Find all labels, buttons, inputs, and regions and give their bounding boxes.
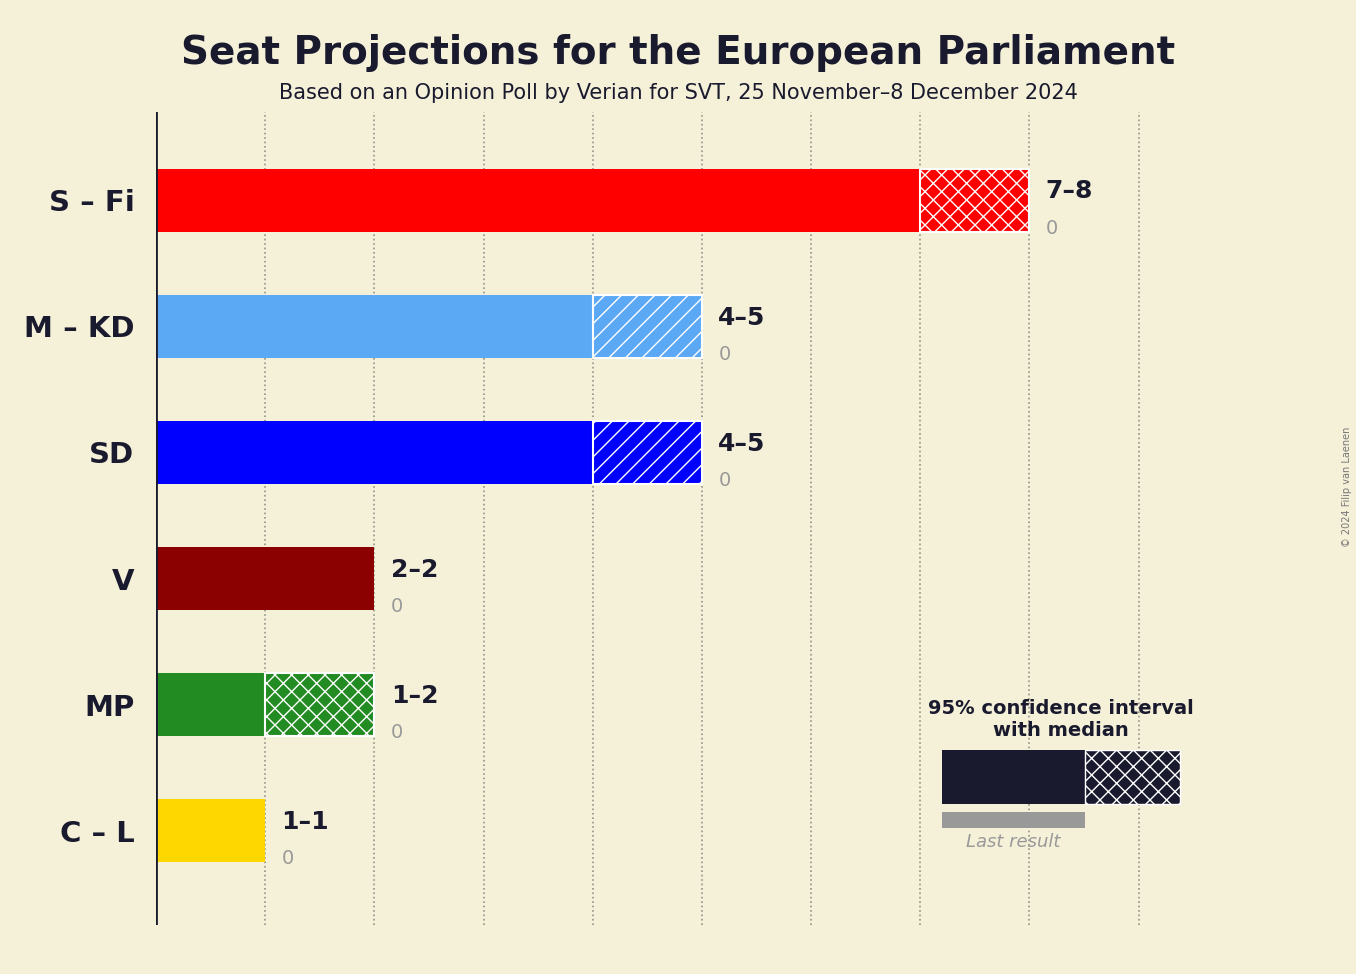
Text: Based on an Opinion Poll by Verian for SVT, 25 November–8 December 2024: Based on an Opinion Poll by Verian for S… (278, 83, 1078, 103)
Bar (593, 421, 702, 484)
Text: 95% confidence interval
with median: 95% confidence interval with median (929, 699, 1193, 740)
Text: 4–5: 4–5 (719, 306, 766, 329)
Text: 0: 0 (719, 345, 731, 363)
Bar (156, 295, 593, 357)
Text: 1–1: 1–1 (282, 810, 330, 834)
Bar (156, 169, 921, 232)
Text: Seat Projections for the European Parliament: Seat Projections for the European Parlia… (180, 34, 1176, 72)
Bar (156, 800, 266, 862)
Text: 2–2: 2–2 (391, 558, 438, 581)
Bar (156, 673, 266, 736)
Bar (156, 421, 593, 484)
Bar (921, 169, 1029, 232)
Bar (593, 295, 702, 357)
Text: 0: 0 (719, 470, 731, 490)
Bar (156, 547, 374, 610)
Text: 7–8: 7–8 (1045, 179, 1093, 204)
Text: 4–5: 4–5 (719, 431, 766, 456)
Text: 0: 0 (1045, 218, 1058, 238)
Text: 0: 0 (391, 723, 403, 742)
Text: Last result: Last result (967, 833, 1060, 851)
Text: © 2024 Filip van Laenen: © 2024 Filip van Laenen (1341, 427, 1352, 547)
Bar (266, 673, 374, 736)
Text: 0: 0 (282, 849, 294, 868)
Text: 0: 0 (391, 597, 403, 616)
Text: 1–2: 1–2 (391, 684, 438, 708)
